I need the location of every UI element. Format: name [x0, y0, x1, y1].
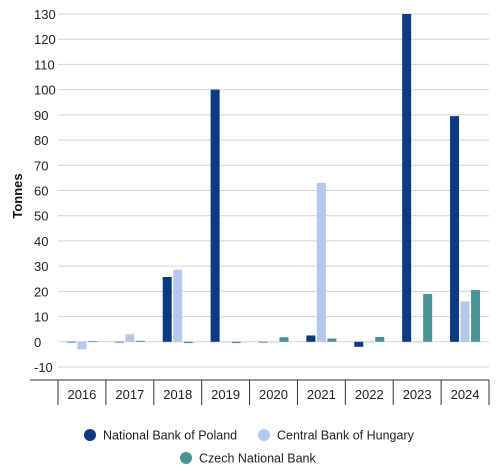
gridlines [58, 13, 489, 368]
bar [173, 269, 183, 342]
y-tick-label: 60 [34, 184, 48, 199]
bar [183, 341, 193, 344]
x-tick-label: 2020 [259, 387, 288, 402]
bar [327, 338, 337, 342]
y-tick-label: 20 [34, 284, 48, 299]
bar [316, 182, 326, 342]
y-tick-label: 130 [34, 7, 56, 22]
bar [258, 341, 268, 343]
y-tick-label: 80 [34, 133, 48, 148]
x-axis: 2016 2017 2018 2019 2020 2021 2022 2023 2024 [30, 379, 490, 405]
y-tick-label: 0 [34, 335, 41, 350]
y-tick-label: 10 [34, 310, 48, 325]
bar [210, 89, 220, 342]
bar [460, 301, 470, 342]
y-tick-label: 120 [34, 32, 56, 47]
x-tick-label: 2024 [451, 387, 480, 402]
y-tick-label: 40 [34, 234, 48, 249]
legend-marker [84, 429, 96, 441]
bar [279, 337, 289, 342]
bar [306, 335, 316, 342]
bar [375, 336, 385, 342]
legend: National Bank of Poland Central Bank of H… [84, 429, 415, 466]
bar [66, 341, 76, 343]
x-tick-label: 2023 [403, 387, 432, 402]
y-tick-label: 70 [34, 158, 48, 173]
y-tick-label: 30 [34, 259, 48, 274]
bars [66, 14, 481, 350]
legend-marker [180, 452, 192, 464]
bar [162, 276, 172, 342]
y-tick-label: 90 [34, 108, 48, 123]
y-tick-label: 110 [34, 57, 55, 72]
bar [471, 290, 481, 342]
bar [114, 341, 124, 343]
y-tick-label: 50 [34, 209, 48, 224]
x-tick-label: 2017 [115, 387, 144, 402]
bar [412, 341, 422, 343]
y-tick-label: -10 [34, 360, 53, 375]
x-tick-label: 2019 [211, 387, 240, 402]
bar [135, 340, 145, 342]
bar [364, 341, 374, 343]
x-tick-label: 2021 [307, 387, 336, 402]
legend-label: National Bank of Poland [103, 429, 237, 443]
bar [269, 341, 278, 343]
bar [450, 116, 460, 342]
y-tick-label: 100 [34, 83, 56, 98]
bar [402, 14, 412, 342]
x-tick-label: 2016 [67, 387, 96, 402]
y-axis-title: Tonnes [10, 173, 25, 218]
bar [221, 341, 231, 343]
x-tick-label: 2018 [163, 387, 192, 402]
bar [77, 341, 87, 350]
bar [354, 341, 364, 347]
legend-label: Czech National Bank [199, 452, 316, 466]
bar [231, 341, 241, 344]
x-tick-label: 2022 [355, 387, 384, 402]
legend-label: Central Bank of Hungary [277, 429, 415, 443]
bar [125, 334, 135, 342]
bar [423, 293, 433, 342]
legend-marker [258, 429, 270, 441]
bar [87, 341, 97, 342]
y-axis-ticks: -10 0 10 20 30 40 50 60 70 80 90 100 110 120 130 [34, 7, 56, 375]
